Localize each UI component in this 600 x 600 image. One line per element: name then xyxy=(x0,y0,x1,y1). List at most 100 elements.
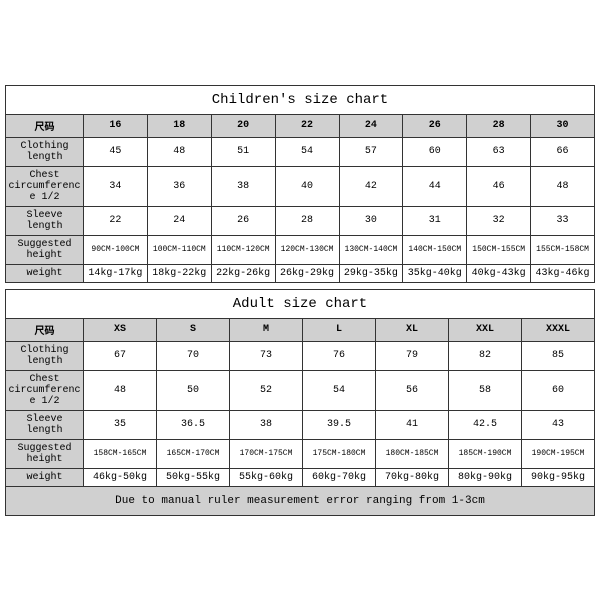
cell: 79 xyxy=(376,341,449,370)
size-col: 28 xyxy=(467,114,531,137)
cell: 18kg-22kg xyxy=(147,264,211,282)
cell: 52 xyxy=(230,370,303,410)
cell: 90kg-95kg xyxy=(522,468,595,486)
cell: 120CM-130CM xyxy=(275,235,339,264)
cell: 90CM-100CM xyxy=(84,235,148,264)
cell: 155CM-158CM xyxy=(531,235,595,264)
cell: 46kg-50kg xyxy=(84,468,157,486)
cell: 22 xyxy=(84,206,148,235)
row-label: Clothing length xyxy=(6,341,84,370)
size-col: L xyxy=(303,318,376,341)
size-label: 尺码 xyxy=(6,114,84,137)
cell: 36.5 xyxy=(157,410,230,439)
cell: 110CM-120CM xyxy=(211,235,275,264)
cell: 55kg-60kg xyxy=(230,468,303,486)
row-label: Sleeve length xyxy=(6,410,84,439)
measurement-note: Due to manual ruler measurement error ra… xyxy=(6,486,595,515)
row-label: Chest circumference 1/2 xyxy=(6,166,84,206)
row-label: Sleeve length xyxy=(6,206,84,235)
size-col: M xyxy=(230,318,303,341)
cell: 80kg-90kg xyxy=(449,468,522,486)
cell: 57 xyxy=(339,137,403,166)
children-title: Children's size chart xyxy=(6,85,595,114)
cell: 70kg-80kg xyxy=(376,468,449,486)
cell: 150CM-155CM xyxy=(467,235,531,264)
cell: 63 xyxy=(467,137,531,166)
cell: 26kg-29kg xyxy=(275,264,339,282)
table-row: Chest circumference 1/23436384042444648 xyxy=(6,166,595,206)
cell: 58 xyxy=(449,370,522,410)
cell: 100CM-110CM xyxy=(147,235,211,264)
row-label: weight xyxy=(6,468,84,486)
size-col: 16 xyxy=(84,114,148,137)
cell: 48 xyxy=(147,137,211,166)
children-header-row: 尺码 16 18 20 22 24 26 28 30 xyxy=(6,114,595,137)
cell: 14kg-17kg xyxy=(84,264,148,282)
cell: 24 xyxy=(147,206,211,235)
table-row: Suggested height90CM-100CM100CM-110CM110… xyxy=(6,235,595,264)
row-label: Suggested height xyxy=(6,235,84,264)
table-row: weight14kg-17kg18kg-22kg22kg-26kg26kg-29… xyxy=(6,264,595,282)
cell: 67 xyxy=(84,341,157,370)
adult-size-table: Adult size chart 尺码 XS S M L XL XXL XXXL… xyxy=(5,289,595,516)
cell: 22kg-26kg xyxy=(211,264,275,282)
cell: 48 xyxy=(84,370,157,410)
size-col: 24 xyxy=(339,114,403,137)
cell: 48 xyxy=(531,166,595,206)
cell: 56 xyxy=(376,370,449,410)
table-row: Sleeve length2224262830313233 xyxy=(6,206,595,235)
cell: 50 xyxy=(157,370,230,410)
size-label: 尺码 xyxy=(6,318,84,341)
cell: 28 xyxy=(275,206,339,235)
size-col: 26 xyxy=(403,114,467,137)
cell: 35kg-40kg xyxy=(403,264,467,282)
cell: 170CM-175CM xyxy=(230,439,303,468)
cell: 41 xyxy=(376,410,449,439)
table-row: Suggested height158CM-165CM165CM-170CM17… xyxy=(6,439,595,468)
cell: 50kg-55kg xyxy=(157,468,230,486)
table-row: Clothing length4548515457606366 xyxy=(6,137,595,166)
row-label: Clothing length xyxy=(6,137,84,166)
size-col: 18 xyxy=(147,114,211,137)
cell: 130CM-140CM xyxy=(339,235,403,264)
cell: 44 xyxy=(403,166,467,206)
cell: 185CM-190CM xyxy=(449,439,522,468)
row-label: Chest circumference 1/2 xyxy=(6,370,84,410)
cell: 158CM-165CM xyxy=(84,439,157,468)
cell: 165CM-170CM xyxy=(157,439,230,468)
cell: 82 xyxy=(449,341,522,370)
cell: 70 xyxy=(157,341,230,370)
cell: 85 xyxy=(522,341,595,370)
cell: 60 xyxy=(522,370,595,410)
cell: 45 xyxy=(84,137,148,166)
cell: 36 xyxy=(147,166,211,206)
table-row: weight46kg-50kg50kg-55kg55kg-60kg60kg-70… xyxy=(6,468,595,486)
cell: 31 xyxy=(403,206,467,235)
cell: 34 xyxy=(84,166,148,206)
size-col: XXL xyxy=(449,318,522,341)
cell: 38 xyxy=(211,166,275,206)
cell: 60 xyxy=(403,137,467,166)
adult-title: Adult size chart xyxy=(6,289,595,318)
cell: 40 xyxy=(275,166,339,206)
cell: 46 xyxy=(467,166,531,206)
cell: 38 xyxy=(230,410,303,439)
cell: 32 xyxy=(467,206,531,235)
cell: 190CM-195CM xyxy=(522,439,595,468)
cell: 73 xyxy=(230,341,303,370)
table-row: Chest circumference 1/248505254565860 xyxy=(6,370,595,410)
cell: 39.5 xyxy=(303,410,376,439)
cell: 76 xyxy=(303,341,376,370)
cell: 26 xyxy=(211,206,275,235)
cell: 54 xyxy=(303,370,376,410)
row-label: Suggested height xyxy=(6,439,84,468)
adult-header-row: 尺码 XS S M L XL XXL XXXL xyxy=(6,318,595,341)
cell: 29kg-35kg xyxy=(339,264,403,282)
table-row: Clothing length67707376798285 xyxy=(6,341,595,370)
size-col: 30 xyxy=(531,114,595,137)
cell: 54 xyxy=(275,137,339,166)
size-col: XS xyxy=(84,318,157,341)
cell: 33 xyxy=(531,206,595,235)
size-col: S xyxy=(157,318,230,341)
children-size-table: Children's size chart 尺码 16 18 20 22 24 … xyxy=(5,85,595,283)
